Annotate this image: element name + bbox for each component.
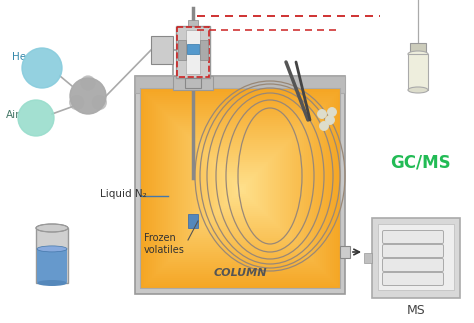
Text: Air: Air (6, 110, 20, 120)
Ellipse shape (408, 87, 428, 93)
FancyBboxPatch shape (173, 76, 213, 90)
Circle shape (328, 108, 337, 117)
FancyBboxPatch shape (410, 43, 426, 52)
Circle shape (22, 48, 62, 88)
Ellipse shape (37, 280, 67, 286)
FancyBboxPatch shape (188, 214, 198, 228)
Ellipse shape (37, 246, 67, 252)
Circle shape (81, 76, 95, 90)
Text: He: He (12, 52, 26, 62)
FancyBboxPatch shape (383, 273, 444, 286)
FancyBboxPatch shape (364, 253, 372, 263)
FancyBboxPatch shape (408, 54, 428, 90)
FancyBboxPatch shape (151, 36, 173, 64)
FancyBboxPatch shape (383, 245, 444, 257)
FancyBboxPatch shape (185, 78, 201, 88)
FancyBboxPatch shape (186, 30, 200, 74)
FancyBboxPatch shape (178, 40, 186, 60)
Circle shape (92, 96, 106, 109)
Circle shape (319, 121, 328, 130)
Text: Frozen
volatiles: Frozen volatiles (144, 233, 185, 255)
FancyBboxPatch shape (37, 249, 67, 282)
FancyBboxPatch shape (200, 40, 208, 60)
FancyBboxPatch shape (378, 224, 454, 290)
Circle shape (70, 96, 84, 109)
Circle shape (18, 100, 54, 136)
Ellipse shape (36, 224, 68, 232)
Text: GC/MS: GC/MS (390, 153, 450, 171)
FancyBboxPatch shape (383, 231, 444, 244)
Text: COLUMN: COLUMN (213, 268, 267, 278)
Text: MS: MS (407, 304, 425, 317)
FancyBboxPatch shape (135, 76, 345, 294)
Ellipse shape (408, 51, 428, 57)
FancyBboxPatch shape (188, 20, 198, 26)
FancyBboxPatch shape (36, 228, 68, 283)
Circle shape (326, 116, 335, 124)
FancyBboxPatch shape (383, 258, 444, 272)
Circle shape (318, 109, 327, 119)
Circle shape (70, 78, 106, 114)
Text: Liquid N₂: Liquid N₂ (100, 189, 147, 199)
FancyBboxPatch shape (372, 218, 460, 298)
FancyBboxPatch shape (135, 76, 345, 93)
FancyBboxPatch shape (176, 26, 210, 78)
FancyBboxPatch shape (187, 44, 199, 54)
FancyBboxPatch shape (153, 42, 157, 56)
FancyBboxPatch shape (340, 246, 350, 258)
